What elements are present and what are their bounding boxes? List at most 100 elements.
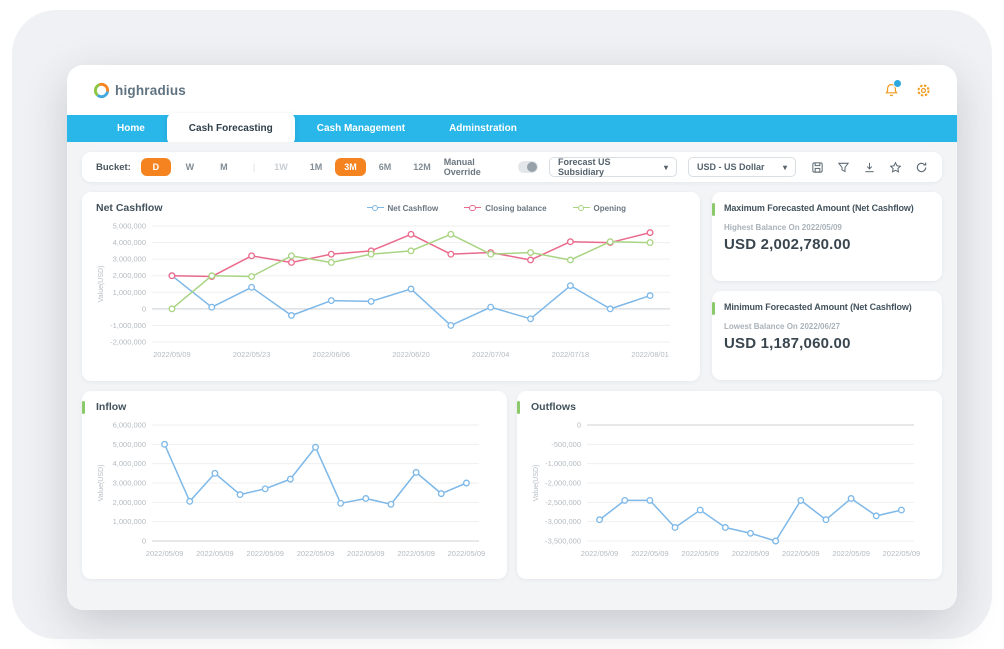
forecast-dropdown-value: Forecast US Subsidiary bbox=[558, 157, 611, 177]
data-point-closing-balance[interactable] bbox=[327, 250, 335, 258]
data-point-outflows[interactable] bbox=[847, 495, 855, 502]
data-point-outflows[interactable] bbox=[897, 506, 905, 514]
data-point-inflow[interactable] bbox=[186, 497, 194, 505]
data-point-opening[interactable] bbox=[288, 252, 295, 260]
stat-panels-column: Maximum Forecasted Amount (Net Cashflow)… bbox=[712, 192, 942, 381]
data-point-outflows[interactable] bbox=[696, 506, 704, 514]
data-point-opening[interactable] bbox=[487, 250, 495, 258]
bucket-6m[interactable]: 6M bbox=[378, 162, 392, 172]
data-point-opening[interactable] bbox=[527, 249, 534, 256]
data-point-outflows[interactable] bbox=[621, 496, 629, 504]
data-point-opening[interactable] bbox=[208, 272, 216, 280]
data-point-outflows[interactable] bbox=[646, 496, 654, 504]
toggle-knob bbox=[527, 162, 537, 172]
filter-icon[interactable] bbox=[837, 161, 850, 174]
tab-adminstration[interactable]: Adminstration bbox=[449, 123, 517, 134]
notifications-bell-icon[interactable] bbox=[883, 79, 902, 98]
data-point-outflows[interactable] bbox=[596, 516, 604, 524]
save-icon[interactable] bbox=[811, 161, 824, 174]
currency-dropdown[interactable]: USD - US Dollar ▾ bbox=[688, 157, 796, 177]
data-point-outflows[interactable] bbox=[822, 516, 830, 524]
app-header: highradius bbox=[67, 65, 957, 115]
tab-cash-management[interactable]: Cash Management bbox=[316, 123, 406, 134]
toolbar-action-icons bbox=[811, 161, 928, 174]
bucket-m[interactable]: M bbox=[220, 162, 228, 172]
brand-logo[interactable]: highradius bbox=[93, 82, 186, 99]
data-point-closing-balance[interactable] bbox=[248, 252, 256, 260]
data-point-outflows[interactable] bbox=[747, 529, 754, 537]
data-point-net-cashflow[interactable] bbox=[487, 303, 495, 311]
data-point-inflow[interactable] bbox=[312, 443, 319, 451]
bucket-divider: | bbox=[252, 162, 256, 172]
data-point-closing-balance[interactable] bbox=[527, 256, 534, 264]
inflow-card-header: Inflow bbox=[82, 391, 507, 413]
manual-override-toggle[interactable] bbox=[518, 161, 538, 173]
data-point-net-cashflow[interactable] bbox=[606, 305, 614, 313]
data-point-net-cashflow[interactable] bbox=[288, 312, 295, 319]
data-point-closing-balance[interactable] bbox=[168, 272, 176, 280]
data-point-net-cashflow[interactable] bbox=[566, 282, 574, 290]
data-point-net-cashflow[interactable] bbox=[208, 303, 216, 311]
data-point-opening[interactable] bbox=[407, 247, 415, 255]
settings-gear-icon[interactable] bbox=[915, 82, 931, 98]
data-point-inflow[interactable] bbox=[362, 495, 370, 502]
max-forecast-subtitle: Highest Balance On 2022/05/09 bbox=[724, 223, 842, 232]
data-point-net-cashflow[interactable] bbox=[646, 292, 654, 300]
data-point-inflow[interactable] bbox=[412, 468, 420, 476]
data-point-inflow[interactable] bbox=[236, 491, 244, 499]
data-point-opening[interactable] bbox=[168, 305, 176, 313]
data-point-net-cashflow[interactable] bbox=[527, 315, 534, 323]
bucket-12m[interactable]: 12M bbox=[413, 162, 431, 172]
data-point-net-cashflow[interactable] bbox=[447, 321, 455, 329]
max-forecast-panel: Maximum Forecasted Amount (Net Cashflow)… bbox=[712, 192, 942, 281]
data-point-net-cashflow[interactable] bbox=[367, 297, 375, 305]
bucket-1m[interactable]: 1M bbox=[309, 162, 323, 172]
data-point-opening[interactable] bbox=[248, 273, 256, 280]
data-point-opening[interactable] bbox=[646, 239, 654, 247]
data-point-closing-balance[interactable] bbox=[646, 229, 654, 237]
data-point-net-cashflow[interactable] bbox=[327, 297, 335, 305]
tab-home[interactable]: Home bbox=[117, 123, 145, 134]
y-tick-label: 1,000,000 bbox=[113, 517, 146, 526]
forecast-dropdown[interactable]: Forecast US Subsidiary ▾ bbox=[549, 157, 677, 177]
data-point-opening[interactable] bbox=[367, 250, 375, 258]
y-tick-label: -2,000,000 bbox=[110, 338, 146, 347]
x-tick-label: 2022/07/18 bbox=[552, 350, 590, 359]
tab-cash-forecasting[interactable]: Cash Forecasting bbox=[166, 112, 295, 145]
favorite-icon[interactable] bbox=[889, 161, 902, 174]
data-point-inflow[interactable] bbox=[387, 500, 395, 508]
data-point-opening[interactable] bbox=[447, 230, 455, 238]
download-icon[interactable] bbox=[863, 161, 876, 174]
data-point-net-cashflow[interactable] bbox=[407, 285, 415, 293]
data-point-outflows[interactable] bbox=[797, 496, 805, 504]
data-point-outflows[interactable] bbox=[671, 524, 679, 531]
data-point-inflow[interactable] bbox=[286, 475, 294, 483]
data-point-inflow[interactable] bbox=[261, 485, 269, 493]
data-point-opening[interactable] bbox=[566, 256, 574, 264]
data-point-inflow[interactable] bbox=[437, 490, 445, 498]
data-point-outflows[interactable] bbox=[772, 537, 780, 545]
legend-item-net-cashflow[interactable]: Net Cashflow bbox=[366, 204, 438, 213]
data-point-inflow[interactable] bbox=[462, 479, 470, 487]
data-point-inflow[interactable] bbox=[337, 499, 345, 507]
device-frame: highradius Home Cash Foreca bbox=[12, 10, 992, 639]
data-point-closing-balance[interactable] bbox=[407, 230, 415, 238]
data-point-net-cashflow[interactable] bbox=[248, 283, 256, 291]
legend-item-opening[interactable]: Opening bbox=[572, 204, 626, 213]
bucket-3m[interactable]: 3M bbox=[335, 158, 366, 176]
data-point-inflow[interactable] bbox=[211, 469, 219, 477]
legend-item-closing-balance[interactable]: Closing balance bbox=[464, 204, 547, 213]
data-point-outflows[interactable] bbox=[872, 512, 880, 520]
bucket-1w[interactable]: 1W bbox=[274, 162, 288, 172]
data-point-closing-balance[interactable] bbox=[566, 238, 574, 246]
refresh-icon[interactable] bbox=[915, 161, 928, 174]
data-point-closing-balance[interactable] bbox=[447, 250, 455, 258]
bucket-d[interactable]: D bbox=[140, 158, 171, 176]
data-point-inflow[interactable] bbox=[161, 440, 169, 448]
data-point-closing-balance[interactable] bbox=[288, 259, 295, 266]
series-line-opening bbox=[171, 233, 651, 310]
data-point-opening[interactable] bbox=[606, 238, 614, 246]
data-point-outflows[interactable] bbox=[721, 524, 729, 531]
bucket-w[interactable]: W bbox=[185, 162, 195, 172]
data-point-opening[interactable] bbox=[327, 259, 335, 266]
